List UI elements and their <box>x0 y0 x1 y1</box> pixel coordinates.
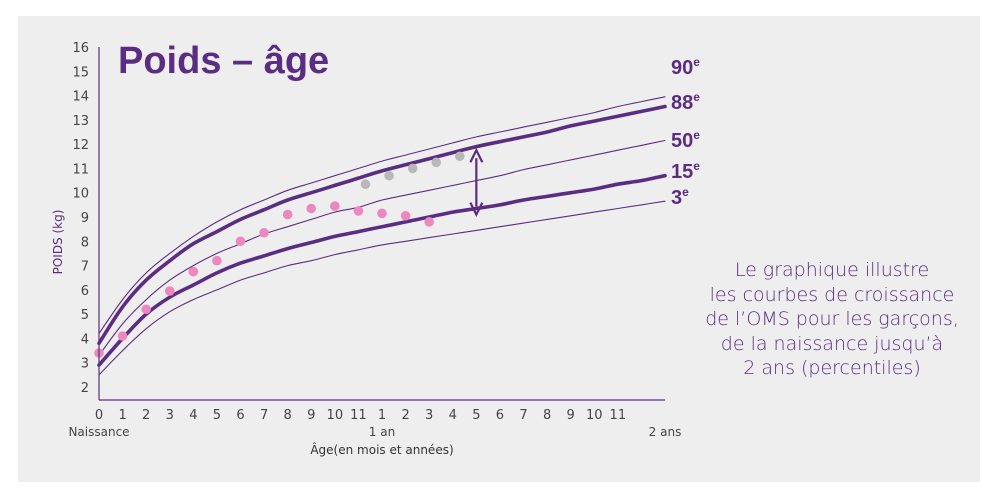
pink-data-point <box>306 203 317 214</box>
x-tick-label: 0 <box>95 408 103 423</box>
x-sub-label: Naissance <box>68 425 129 439</box>
y-tick-label: 3 <box>81 357 89 372</box>
pink-data-point <box>141 304 151 315</box>
caption-line-2: les courbes de croissance <box>709 283 955 306</box>
pink-data-point <box>377 208 387 219</box>
x-axis-label: Âge(en mois et années) <box>310 442 453 457</box>
x-tick-label: 1 <box>378 408 386 423</box>
x-tick-label: 3 <box>166 408 174 423</box>
pink-data-point <box>212 255 222 266</box>
caption-line-3: de l’OMS pour les garçons, <box>705 308 959 330</box>
percentile-label-88e: 88e <box>671 90 700 114</box>
chart-title: Poids – âge <box>118 40 329 82</box>
x-tick-label: 7 <box>260 408 268 423</box>
curve-50e <box>98 139 666 356</box>
percentile-label-suffix: e <box>693 159 700 173</box>
y-tick-labels: 2 3 4 5 6 7 8 9 10 11 12 13 14 15 16 <box>72 41 89 396</box>
y-tick-label: 11 <box>72 162 89 177</box>
gray-data-point <box>455 151 465 162</box>
pink-data-point <box>188 266 199 277</box>
curve-88e <box>97 104 667 346</box>
y-tick-label: 6 <box>81 284 89 299</box>
pink-data-point <box>117 331 128 341</box>
y-tick-label: 13 <box>72 114 89 129</box>
pink-data-point <box>424 217 434 227</box>
caption-line-1: Le graphique illustre <box>734 259 930 281</box>
percentile-label-suffix: e <box>693 90 700 104</box>
x-tick-label: 9 <box>307 408 315 423</box>
percentile-label-number: 88 <box>671 92 693 114</box>
x-tick-label: 11 <box>350 408 367 423</box>
y-tick-label: 10 <box>72 187 89 202</box>
y-tick-label: 16 <box>72 41 89 56</box>
x-tick-label: 1 <box>118 408 126 423</box>
pink-data-point <box>353 206 364 216</box>
curve-3e <box>98 200 666 376</box>
y-tick-label: 15 <box>72 65 89 80</box>
chart-panel <box>18 16 980 482</box>
pink-data-point <box>164 286 175 296</box>
x-tick-label: 10 <box>586 408 603 423</box>
percentile-label-90e: 90e <box>671 55 700 79</box>
x-tick-label: 4 <box>189 408 197 423</box>
percentile-label-50e: 50e <box>671 128 700 152</box>
percentile-label-15e: 15e <box>671 159 700 183</box>
x-tick-label: 4 <box>449 408 457 423</box>
percentile-label-number: 15 <box>671 161 693 183</box>
percentile-label-number: 3 <box>671 187 682 209</box>
y-tick-label: 2 <box>81 381 89 396</box>
percentile-label-number: 90 <box>671 57 693 79</box>
data-points <box>94 151 465 358</box>
x-tick-label: 9 <box>567 408 575 423</box>
arrow-head-down <box>469 202 484 218</box>
gray-data-point <box>384 170 394 181</box>
percentile-label-3e: 3e <box>671 185 689 209</box>
x-tick-label: 2 <box>142 408 150 423</box>
pink-data-point <box>282 209 293 220</box>
x-sub-label: 2 ans <box>649 425 682 439</box>
y-axis-label: POIDS (kg) <box>51 210 65 275</box>
y-tick-label: 14 <box>72 90 89 105</box>
gray-data-point <box>431 157 442 168</box>
x-tick-label: 8 <box>284 408 292 423</box>
percentile-label-suffix: e <box>682 185 689 199</box>
range-arrow <box>469 147 484 218</box>
y-tick-label: 9 <box>81 211 89 226</box>
pink-data-point <box>330 201 340 211</box>
chart-caption: Le graphique illustre les courbes de cro… <box>682 258 982 381</box>
x-tick-label: 3 <box>425 408 433 423</box>
pink-data-point <box>235 236 246 247</box>
caption-line-5: 2 ans (percentiles) <box>743 357 921 379</box>
y-tick-label: 4 <box>81 332 89 347</box>
pink-data-point <box>259 227 269 238</box>
caption-line-4: de la naissance jusqu’à <box>720 332 944 355</box>
y-tick-label: 12 <box>72 138 89 153</box>
x-tick-label: 6 <box>496 408 504 423</box>
curve-90e <box>98 96 666 335</box>
x-tick-label: 2 <box>401 408 409 423</box>
curve-15e <box>97 173 667 367</box>
pink-data-point <box>400 210 411 221</box>
x-tick-label: 6 <box>236 408 244 423</box>
x-tick-label: 11 <box>610 408 627 423</box>
y-tick-label: 8 <box>81 235 89 250</box>
arrow-head-up <box>469 147 484 163</box>
percentile-label-suffix: e <box>693 128 700 142</box>
percentile-label-number: 50 <box>671 130 693 152</box>
gray-data-point <box>360 179 371 190</box>
y-tick-label: 7 <box>81 260 89 275</box>
y-tick-label: 5 <box>81 308 89 323</box>
x-tick-label: 10 <box>327 408 344 423</box>
gray-data-point <box>407 163 418 174</box>
percentile-label-suffix: e <box>693 55 700 69</box>
percentile-curves <box>97 96 667 376</box>
x-tick-label: 5 <box>472 408 480 423</box>
x-tick-label: 8 <box>543 408 551 423</box>
x-tick-label: 7 <box>519 408 527 423</box>
x-sub-label: 1 an <box>369 425 395 439</box>
x-tick-label: 5 <box>213 408 221 423</box>
